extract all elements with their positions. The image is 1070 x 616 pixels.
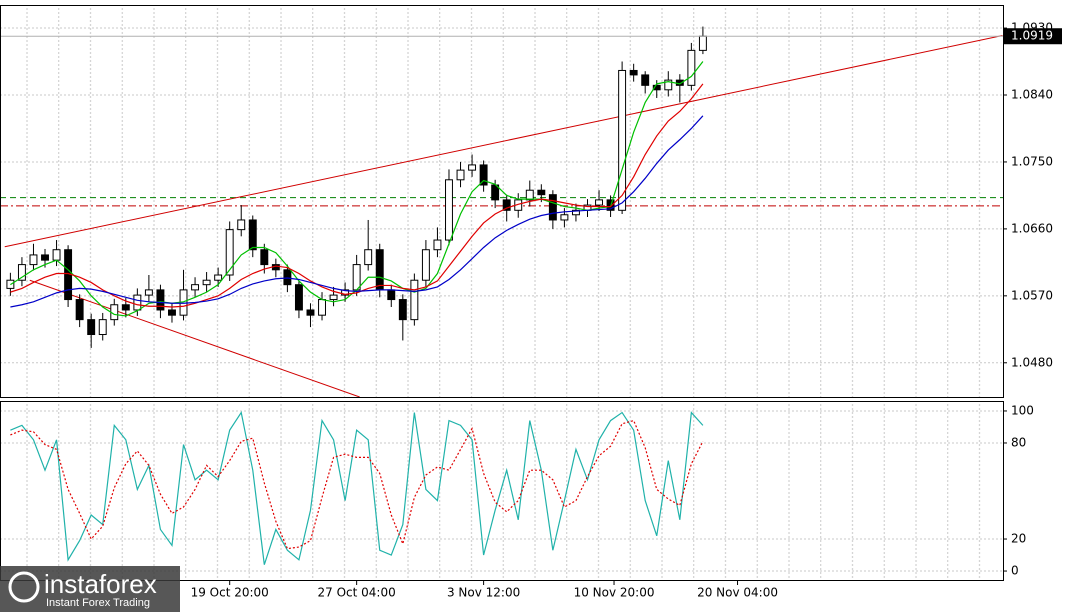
candle-body bbox=[445, 179, 453, 241]
main-vertical-grid bbox=[0, 5, 1003, 397]
candle-body bbox=[75, 299, 84, 321]
candle-body bbox=[698, 35, 707, 51]
candle-body bbox=[248, 219, 257, 251]
main-panel bbox=[0, 26, 1003, 397]
y-tick-label: 1.0570 bbox=[1011, 288, 1053, 302]
indicator-line bbox=[10, 419, 704, 550]
candle-body bbox=[133, 294, 142, 311]
candle-body bbox=[410, 279, 419, 321]
candle-body bbox=[202, 279, 211, 286]
y-tick-label: 1.0660 bbox=[1011, 221, 1053, 235]
logo-tagline: Instant Forex Trading bbox=[46, 597, 150, 609]
oscillator-panel bbox=[0, 410, 1003, 572]
candle-body bbox=[652, 84, 661, 91]
candle-body bbox=[98, 319, 107, 336]
candle-body bbox=[687, 49, 696, 86]
candle-body bbox=[479, 164, 488, 186]
y-tick-label: 1.0840 bbox=[1011, 88, 1053, 102]
indicator-line bbox=[10, 411, 704, 565]
candle-body bbox=[468, 164, 477, 171]
current-price-box bbox=[1004, 28, 1062, 45]
candle-body bbox=[537, 189, 546, 196]
osc-frame bbox=[0, 401, 1004, 581]
candle-body bbox=[525, 189, 534, 201]
candle-body bbox=[225, 229, 234, 276]
trend-line bbox=[4, 35, 1003, 248]
candle-body bbox=[17, 264, 26, 281]
indicator-line bbox=[10, 83, 704, 308]
current-price-label: 1.0919 bbox=[1011, 29, 1053, 43]
candle-body bbox=[352, 264, 361, 291]
candle-body bbox=[260, 249, 269, 266]
candle-body bbox=[595, 199, 603, 206]
candle-body bbox=[618, 69, 627, 211]
candle-body bbox=[52, 249, 61, 261]
candle-body bbox=[502, 199, 511, 211]
candle-body bbox=[283, 269, 292, 286]
candle-body bbox=[294, 284, 303, 311]
candle-body bbox=[629, 69, 638, 76]
candle-body bbox=[121, 304, 130, 311]
x-tick-label: 10 Nov 20:00 bbox=[574, 586, 655, 600]
candle-body bbox=[87, 319, 96, 336]
candle-body bbox=[641, 74, 650, 86]
candle-body bbox=[237, 219, 246, 231]
candle-body bbox=[29, 254, 38, 266]
candle-body bbox=[306, 309, 315, 316]
x-tick-label: 20 Nov 04:00 bbox=[697, 586, 778, 600]
candle-body bbox=[329, 294, 338, 301]
candle-body bbox=[375, 249, 384, 291]
candle-body bbox=[421, 249, 430, 281]
main-frame bbox=[0, 5, 1004, 398]
indicator-line bbox=[10, 115, 704, 308]
osc-vertical-grid bbox=[0, 402, 1003, 580]
candle-body bbox=[341, 289, 350, 296]
x-tick-label: 27 Oct 04:00 bbox=[318, 586, 396, 600]
candle-body bbox=[144, 289, 153, 296]
y-tick-label: 20 bbox=[1011, 532, 1026, 546]
candle-body bbox=[191, 284, 200, 291]
candle-body bbox=[387, 289, 396, 301]
logo: instaforex Instant Forex Trading bbox=[0, 566, 180, 612]
candle-body bbox=[364, 249, 373, 266]
y-tick-label: 80 bbox=[1011, 435, 1026, 449]
candle-body bbox=[456, 169, 465, 181]
x-tick-label: 3 Nov 12:00 bbox=[447, 586, 520, 600]
candle-body bbox=[664, 79, 673, 91]
y-tick-label: 1.0750 bbox=[1011, 154, 1053, 168]
candle-body bbox=[156, 289, 165, 311]
candle-body bbox=[548, 194, 557, 221]
logo-name: instaforex bbox=[44, 569, 157, 599]
y-tick-label: 100 bbox=[1011, 403, 1034, 417]
candle-body bbox=[398, 299, 407, 321]
trend-line bbox=[29, 279, 360, 397]
y-tick-label: 0 bbox=[1011, 564, 1019, 578]
candle-body bbox=[168, 309, 176, 316]
candle-body bbox=[571, 209, 580, 216]
candle-body bbox=[214, 274, 223, 281]
candle-body bbox=[41, 254, 49, 261]
candle-body bbox=[318, 299, 326, 316]
axes: 1.09301.08401.07501.06601.05701.04801.09… bbox=[191, 21, 1062, 600]
y-tick-label: 1.0480 bbox=[1011, 355, 1053, 369]
x-tick-label: 19 Oct 20:00 bbox=[191, 586, 269, 600]
candle-body bbox=[433, 239, 442, 251]
logo-icon bbox=[8, 571, 40, 603]
candle-body bbox=[560, 214, 569, 221]
